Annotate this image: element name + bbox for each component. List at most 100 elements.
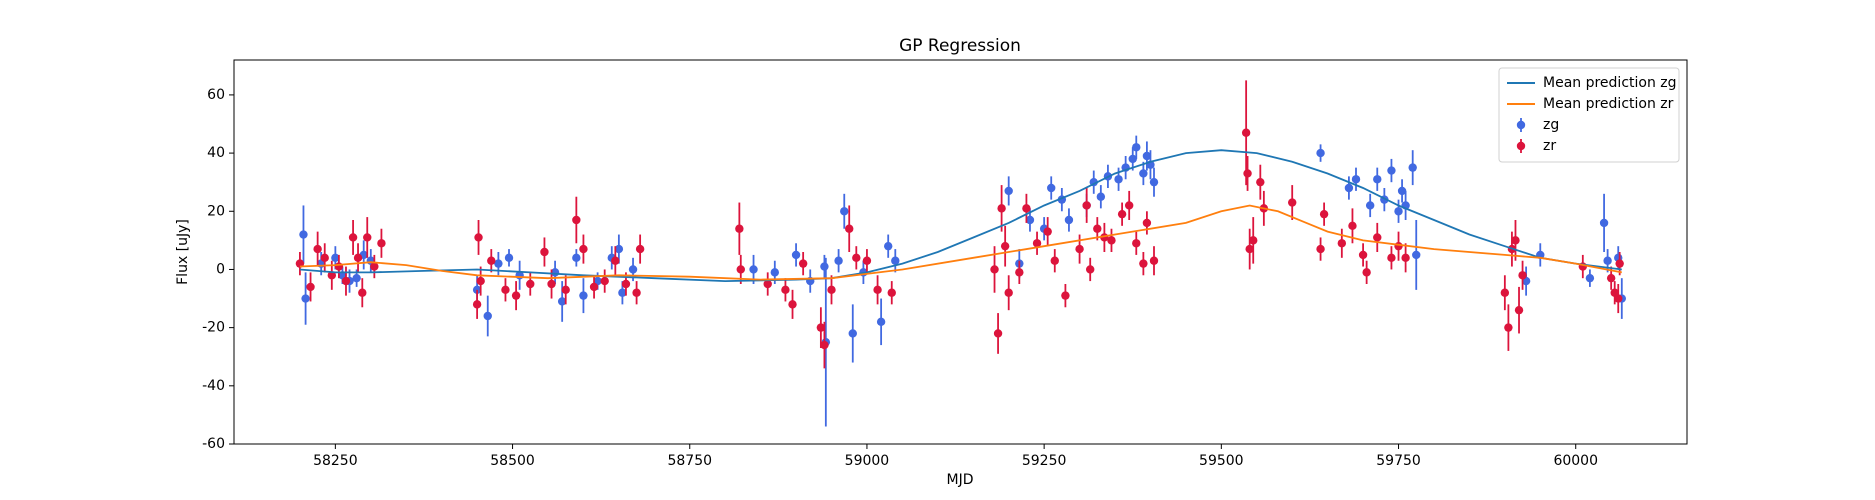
data-point — [1032, 239, 1042, 248]
y-tick-label: 0 — [216, 261, 225, 277]
data-point — [1256, 177, 1265, 187]
data-point — [997, 204, 1006, 213]
y-tick-label: 20 — [207, 203, 225, 219]
chart-title: GP Regression — [899, 36, 1021, 56]
data-point — [1096, 192, 1106, 201]
data-point — [873, 285, 882, 295]
legend-box — [1498, 67, 1680, 163]
data-point — [1249, 236, 1258, 245]
data-point — [1064, 215, 1074, 225]
data-point — [1015, 268, 1024, 277]
data-point — [1241, 128, 1251, 137]
data-point — [476, 276, 485, 286]
data-point — [1511, 236, 1520, 245]
data-point — [526, 279, 535, 289]
data-point — [1149, 177, 1159, 187]
data-point — [1243, 169, 1252, 178]
data-point — [1043, 227, 1052, 236]
data-point — [1132, 143, 1141, 152]
data-point — [749, 265, 758, 274]
data-point — [770, 268, 779, 277]
data-point — [848, 329, 857, 338]
data-point — [511, 291, 521, 300]
data-point — [834, 256, 843, 265]
data-point — [1615, 259, 1624, 268]
data-point — [561, 285, 570, 295]
data-point — [1114, 175, 1123, 184]
data-point — [840, 207, 849, 216]
y-tick-label: -20 — [202, 320, 225, 336]
data-point — [504, 253, 514, 263]
data-point — [1288, 198, 1297, 207]
data-point — [348, 233, 358, 242]
x-tick-label: 59250 — [1022, 453, 1067, 469]
data-point — [1373, 175, 1382, 184]
data-point — [487, 256, 496, 265]
x-tick-label: 59000 — [845, 453, 890, 469]
data-point — [618, 288, 627, 297]
data-point — [1139, 169, 1148, 178]
mean-line — [299, 149, 1622, 283]
data-point — [600, 276, 609, 286]
data-point — [990, 265, 999, 274]
data-point — [1128, 154, 1137, 164]
data-point — [1000, 241, 1010, 251]
data-point — [1050, 256, 1059, 265]
data-point — [1518, 271, 1527, 280]
data-point — [1022, 204, 1031, 213]
data-point — [547, 279, 556, 289]
data-point — [845, 224, 854, 233]
data-point — [852, 253, 861, 263]
data-point — [611, 256, 620, 265]
data-point — [352, 273, 361, 283]
data-point — [579, 244, 588, 254]
data-point — [735, 224, 744, 233]
y-tick-label: -60 — [202, 436, 225, 452]
data-point — [1412, 250, 1421, 260]
legend-swatch — [1516, 141, 1526, 151]
data-point — [1124, 201, 1134, 210]
data-point — [370, 262, 379, 271]
data-point — [798, 259, 808, 268]
x-tick-label: 59750 — [1376, 453, 1421, 469]
legend-label: zg — [1543, 117, 1559, 133]
data-point — [1348, 221, 1357, 231]
data-point — [1387, 166, 1396, 175]
data-point — [1401, 253, 1410, 263]
data-point — [313, 244, 322, 254]
data-point — [1142, 151, 1152, 161]
data-point — [788, 300, 797, 309]
y-tick-label: 40 — [207, 145, 225, 161]
data-point — [589, 282, 599, 292]
mean-line — [299, 204, 1622, 281]
data-point — [1397, 186, 1407, 196]
legend-label: zr — [1543, 138, 1556, 154]
data-point — [1504, 323, 1513, 332]
data-point — [1365, 201, 1375, 210]
legend-label: Mean prediction zr — [1543, 96, 1674, 112]
data-point — [363, 233, 372, 242]
data-point — [331, 253, 340, 263]
data-point — [1107, 236, 1116, 245]
data-point — [299, 230, 308, 239]
data-point — [1047, 183, 1056, 193]
data-point — [341, 276, 351, 286]
data-point — [781, 285, 790, 295]
data-point — [358, 288, 367, 297]
data-point — [820, 340, 829, 350]
legend-label: Mean prediction zg — [1543, 75, 1677, 91]
x-tick-label: 58750 — [667, 453, 712, 469]
data-point — [1599, 218, 1609, 228]
data-point — [1408, 163, 1417, 172]
data-point — [1086, 265, 1095, 274]
data-point — [635, 244, 645, 254]
data-point — [1387, 253, 1396, 263]
data-point — [1004, 288, 1013, 297]
data-point — [1117, 209, 1127, 219]
data-point — [494, 259, 503, 268]
data-point — [876, 317, 886, 327]
data-point — [1061, 291, 1070, 300]
data-point — [621, 279, 631, 289]
data-point — [1132, 239, 1141, 248]
